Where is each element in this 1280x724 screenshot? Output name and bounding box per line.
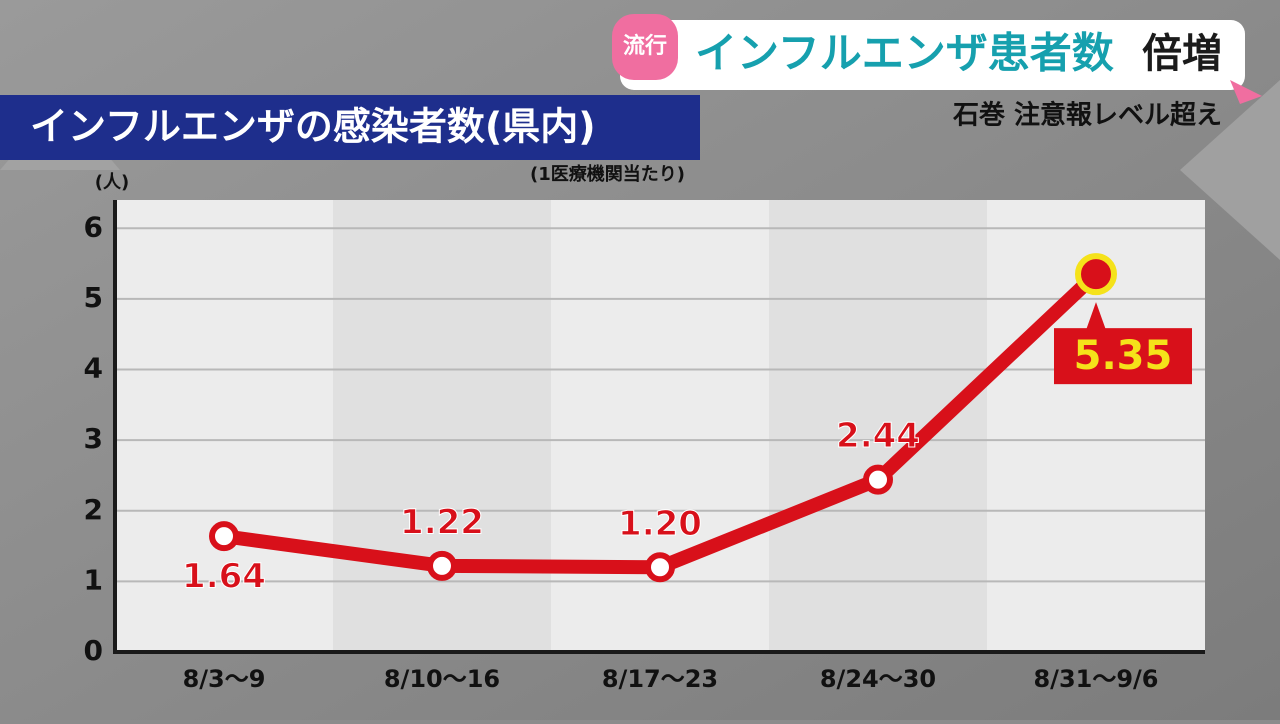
- callout-box: [1054, 328, 1192, 385]
- decor: [1230, 80, 1262, 104]
- decor: [1180, 80, 1280, 260]
- y-tick-label: 1: [84, 563, 103, 596]
- data-label: 1.22: [400, 502, 484, 542]
- band: [115, 200, 333, 652]
- band: [551, 200, 769, 652]
- band: [769, 200, 987, 652]
- x-tick-label: 8/3〜9: [183, 665, 266, 693]
- chart-subtitle: (1医療機関当たり): [530, 163, 685, 185]
- data-point: [645, 552, 675, 583]
- data-point: [209, 521, 239, 552]
- data-label: 1.20: [618, 504, 702, 544]
- y-tick-label: 3: [84, 422, 103, 455]
- data-label: 1.64: [182, 557, 266, 597]
- subheadline: 石巻 注意報レベル超え: [952, 100, 1222, 131]
- headline-emphasis: 倍増: [1142, 31, 1222, 77]
- data-label: 2.44: [836, 416, 920, 456]
- tag: 流行: [623, 33, 667, 59]
- title-bg: [0, 95, 700, 160]
- callout-pointer: [1086, 302, 1106, 331]
- data-point: [863, 464, 893, 495]
- x-tick-label: 8/10〜16: [384, 665, 500, 693]
- band: [333, 200, 551, 652]
- y-tick-label: 5: [84, 281, 103, 314]
- y-axis-label: (人): [95, 172, 129, 193]
- x-tick-label: 8/31〜9/6: [1033, 665, 1158, 693]
- x-tick-label: 8/24〜30: [820, 665, 936, 693]
- data-label: 5.35: [1074, 333, 1173, 379]
- x-tick-label: 8/17〜23: [602, 665, 718, 693]
- headline: インフルエンザ患者数: [695, 29, 1114, 78]
- highlight-point: [1075, 253, 1117, 296]
- banner-bg: [620, 20, 1245, 90]
- tag-bg: [612, 14, 678, 80]
- data-point: [427, 550, 457, 581]
- chart-title: インフルエンザの感染者数(県内): [30, 105, 596, 149]
- y-tick-label: 2: [84, 493, 103, 526]
- y-tick-label: 6: [84, 210, 103, 243]
- y-tick-label: 0: [84, 634, 103, 667]
- y-tick-label: 4: [84, 352, 103, 385]
